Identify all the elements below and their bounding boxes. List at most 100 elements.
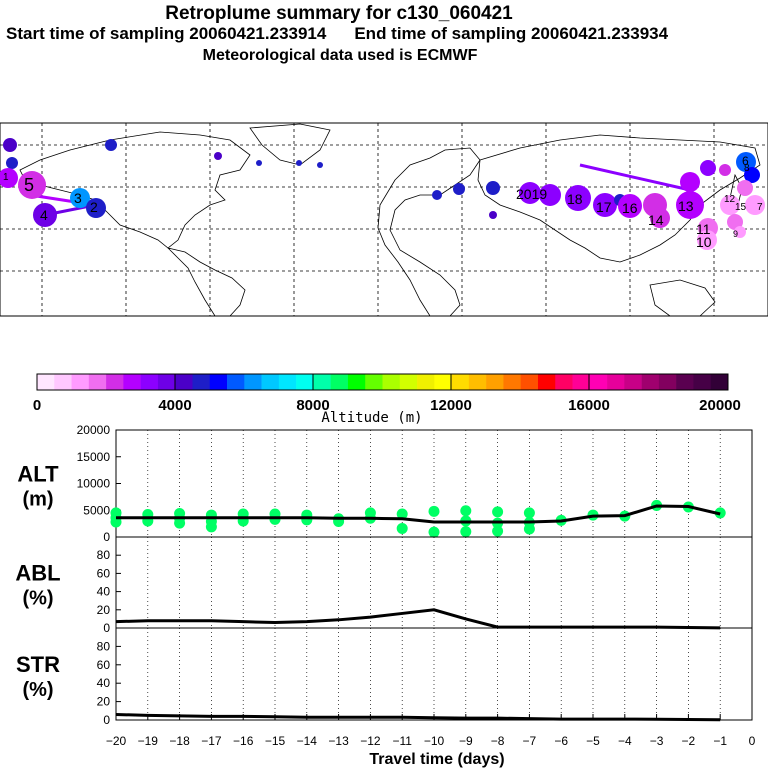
alt-point bbox=[428, 505, 440, 517]
colorbar-tick-labels: 0 4000 8000 12000 16000 20000 bbox=[33, 397, 741, 414]
plume-label: 9 bbox=[733, 229, 738, 239]
colorbar-tick-label: 20000 bbox=[699, 397, 741, 414]
colorbar-cell bbox=[555, 374, 573, 390]
y-tick-label: 15000 bbox=[77, 450, 111, 464]
colorbar-frame bbox=[36, 373, 729, 391]
plume-label: 18 bbox=[567, 191, 583, 207]
x-tick-label: −19 bbox=[138, 734, 159, 748]
y-axis-label: STR bbox=[16, 652, 60, 677]
colorbar-tick-label: 0 bbox=[33, 397, 41, 414]
colorbar-cell bbox=[209, 374, 228, 390]
x-tick-label: −13 bbox=[328, 734, 349, 748]
plume-label: 2 bbox=[90, 199, 98, 215]
y-tick-label: 80 bbox=[97, 639, 111, 653]
y-tick-label: 10000 bbox=[77, 477, 111, 491]
colorbar-cell bbox=[641, 374, 660, 390]
colorbar-cell bbox=[278, 374, 297, 390]
plume-markers-east bbox=[519, 152, 765, 250]
y-tick-label: 20 bbox=[97, 695, 111, 709]
x-tick-label: −3 bbox=[650, 734, 664, 748]
colorbar-cell bbox=[399, 374, 418, 390]
x-tick-label: −20 bbox=[106, 734, 127, 748]
colorbar-cells bbox=[37, 374, 729, 390]
altitude-colorbar: 0 4000 8000 12000 16000 20000 Altitude (… bbox=[33, 373, 741, 426]
x-tick-label: −7 bbox=[523, 734, 537, 748]
alt-point bbox=[460, 505, 472, 517]
alt-point bbox=[110, 507, 122, 519]
colorbar-cell bbox=[537, 374, 556, 390]
colorbar-cell bbox=[296, 374, 314, 390]
panel-abl: 0 20 40 60 80 ABL(%) bbox=[15, 536, 753, 635]
x-tick-label: −15 bbox=[265, 734, 286, 748]
colorbar-cell bbox=[123, 374, 141, 390]
plume-label: 2019 bbox=[516, 186, 547, 202]
x-tick-label: −8 bbox=[491, 734, 505, 748]
plume-label: 1 bbox=[3, 172, 9, 183]
x-axis-tick-labels: −20 −19 −18 −17 −16 −15 −14 −13 −12 −11 −10 −9 −8 −7−… bbox=[106, 714, 756, 748]
plume-label: 12 bbox=[724, 194, 736, 205]
page-title: Retroplume summary for c130_060421 bbox=[165, 3, 513, 24]
colorbar-cell bbox=[140, 374, 159, 390]
y-tick-label: 80 bbox=[97, 548, 111, 562]
colorbar-cell bbox=[607, 374, 625, 390]
x-tick-label: −12 bbox=[360, 734, 381, 748]
colorbar-cell bbox=[589, 374, 608, 390]
panel-frame bbox=[115, 627, 753, 721]
plume-label: 8 bbox=[744, 163, 750, 174]
colorbar-cell bbox=[192, 374, 211, 390]
panel-frame bbox=[115, 536, 753, 629]
colorbar-cell bbox=[347, 374, 366, 390]
alt-point bbox=[364, 507, 376, 519]
colorbar-cell bbox=[658, 374, 677, 390]
panel-str: 0 20 40 60 80 STR(%) bbox=[16, 627, 753, 727]
plume-label: 6 bbox=[742, 154, 749, 168]
y-tick-label: 60 bbox=[97, 566, 111, 580]
plume-label: 3 bbox=[74, 190, 82, 206]
colorbar-cell bbox=[54, 374, 72, 390]
colorbar-tick-label: 4000 bbox=[158, 397, 191, 414]
colorbar-cell bbox=[710, 374, 729, 390]
x-tick-label: −17 bbox=[201, 734, 222, 748]
x-tick-label: −11 bbox=[392, 734, 412, 748]
plume-label: 13 bbox=[678, 198, 694, 214]
str-series-line bbox=[115, 712, 721, 722]
colorbar-tick-label: 8000 bbox=[296, 397, 329, 414]
plume-label: 17 bbox=[596, 199, 612, 215]
x-tick-label: −6 bbox=[554, 734, 568, 748]
colorbar-tick-label: 12000 bbox=[430, 397, 472, 414]
y-tick-label: 5000 bbox=[83, 503, 110, 517]
colorbar-cell bbox=[434, 374, 452, 390]
y-tick-label: 40 bbox=[97, 585, 111, 599]
y-tick-label: 0 bbox=[103, 621, 110, 635]
colorbar-cell bbox=[37, 374, 55, 390]
x-tick-label: −16 bbox=[233, 734, 254, 748]
plume-label: 14 bbox=[648, 212, 664, 228]
sampling-time-line: Start time of sampling 20060421.233914 En… bbox=[6, 24, 668, 44]
colorbar-cell bbox=[503, 374, 521, 390]
y-tick-label: 0 bbox=[103, 530, 110, 544]
y-tick-label: 40 bbox=[97, 676, 111, 690]
colorbar-cell bbox=[330, 374, 349, 390]
colorbar-cell bbox=[676, 374, 694, 390]
end-time-label: End time of sampling 20060421.233934 bbox=[354, 24, 669, 43]
colorbar-cell bbox=[227, 374, 245, 390]
plume-label: 15 bbox=[735, 202, 747, 213]
colorbar-cell bbox=[417, 374, 435, 390]
colorbar-label: Altitude (m) bbox=[321, 410, 422, 426]
y-axis-label: ALT bbox=[17, 462, 59, 487]
colorbar-cell bbox=[451, 374, 470, 390]
alt-point bbox=[492, 506, 504, 518]
alt-point bbox=[396, 522, 408, 534]
colorbar-cell bbox=[106, 374, 124, 390]
colorbar-cell bbox=[313, 374, 331, 390]
alt-point bbox=[396, 508, 408, 520]
y-tick-label: 60 bbox=[97, 658, 111, 672]
map-frame bbox=[0, 122, 768, 317]
colorbar-cell bbox=[624, 374, 642, 390]
x-tick-label: 0 bbox=[749, 734, 756, 748]
colorbar-cell bbox=[486, 374, 504, 390]
plume-label: 11 bbox=[696, 221, 711, 237]
x-tick-label: −18 bbox=[169, 734, 190, 748]
y-axis-unit: (%) bbox=[22, 588, 53, 610]
colorbar-cell bbox=[572, 374, 591, 390]
